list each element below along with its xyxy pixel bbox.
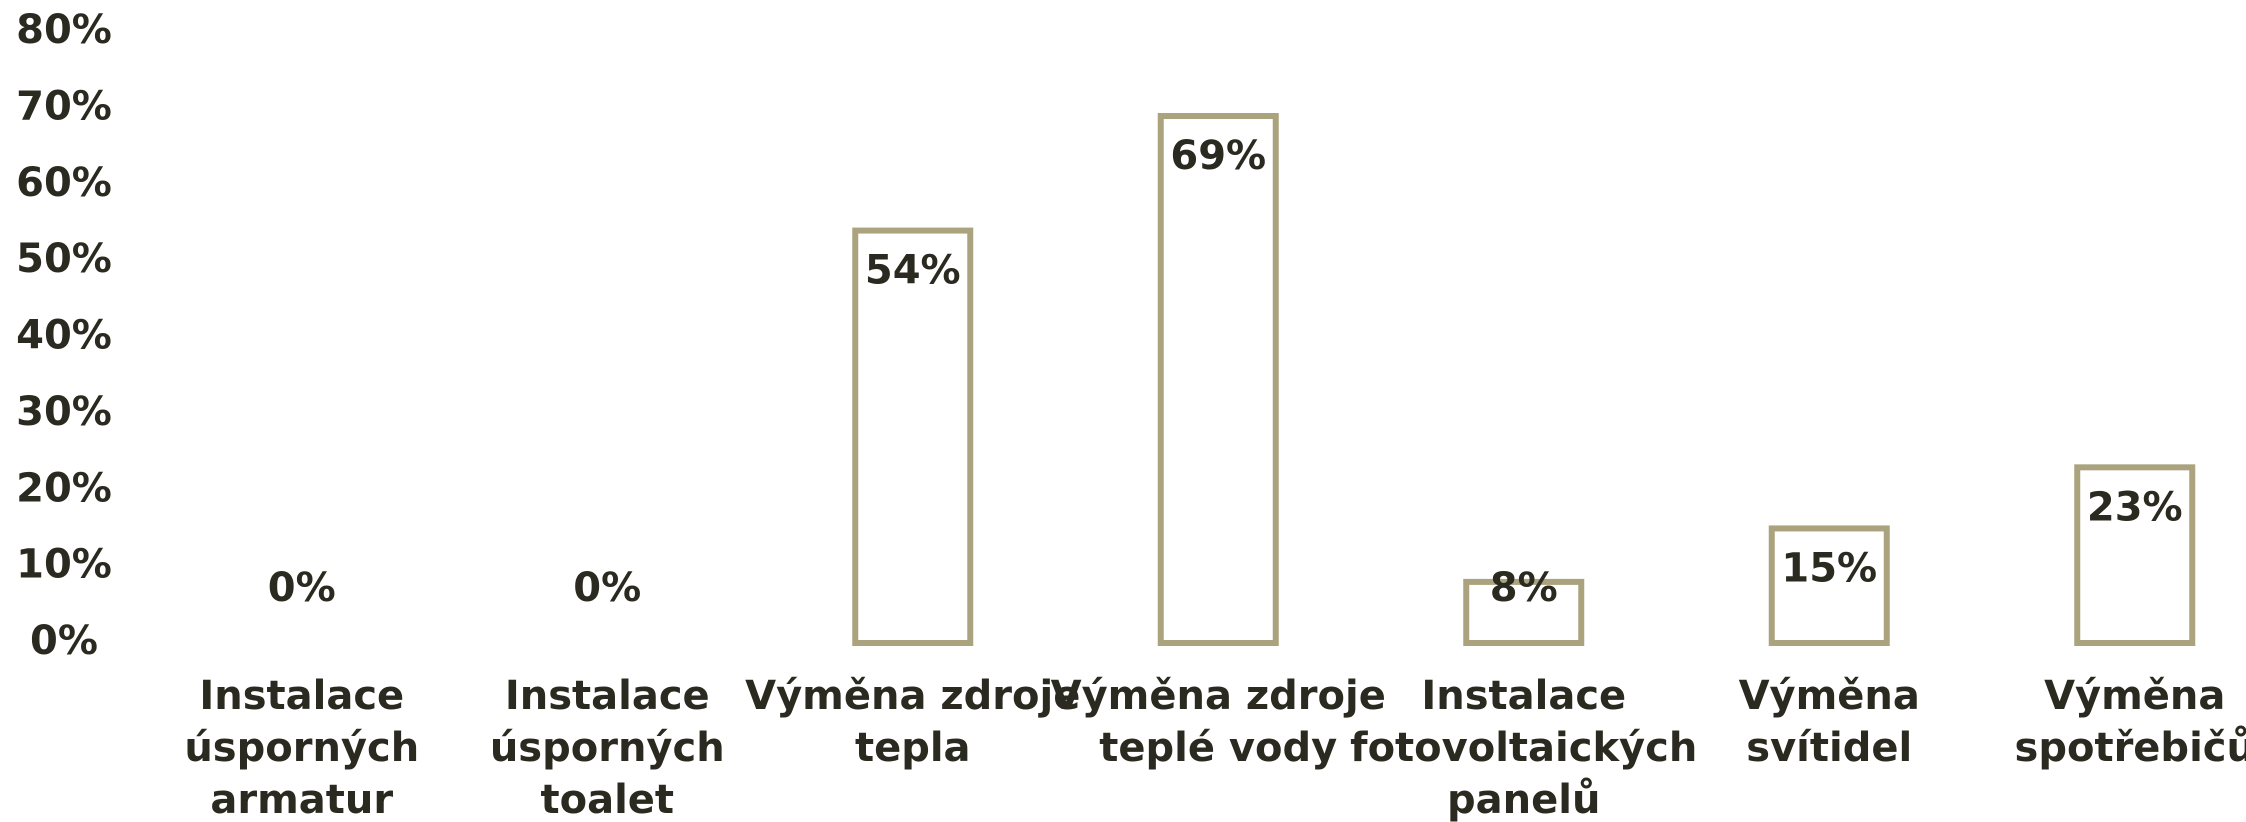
x-tick-label: Výměna zdroje [745, 673, 1080, 719]
data-label: 0% [573, 565, 641, 611]
y-tick-label: 0% [30, 618, 98, 664]
bar [852, 227, 974, 646]
y-tick-label: 30% [16, 389, 112, 435]
x-tick-label: úsporných [490, 725, 725, 771]
y-tick-label: 60% [16, 160, 112, 206]
bar [2074, 464, 2196, 646]
x-tick-label: teplé vody [1099, 725, 1337, 771]
bar [1157, 113, 1279, 646]
x-tick-label: panelů [1447, 776, 1600, 822]
y-tick-label: 50% [16, 236, 112, 282]
y-tick-label: 20% [16, 465, 112, 511]
x-tick-label: tepla [855, 725, 971, 771]
bar [1463, 578, 1585, 647]
x-tick-label: Výměna [2044, 673, 2225, 719]
data-label: 54% [865, 248, 961, 294]
x-tick-label: Výměna zdroje [1051, 673, 1386, 719]
x-tick-label: spotřebičů [2015, 724, 2246, 771]
data-label: 23% [2087, 484, 2183, 530]
data-label: 0% [268, 565, 336, 611]
x-tick-label: Výměna [1739, 673, 1920, 719]
x-tick-label: fotovoltaických [1350, 725, 1697, 771]
y-tick-label: 40% [16, 313, 112, 359]
x-tick-label: toalet [540, 777, 674, 822]
x-tick-label: úsporných [184, 725, 419, 771]
x-tick-label: armatur [210, 777, 393, 822]
x-tick-label: Instalace [199, 673, 404, 719]
y-tick-label: 70% [16, 83, 112, 129]
x-tick-label: Instalace [1421, 673, 1626, 719]
x-tick-label: Instalace [505, 673, 710, 719]
x-tick-label: svítidel [1746, 725, 1912, 771]
data-label: 69% [1170, 133, 1266, 179]
y-tick-label: 80% [16, 7, 112, 53]
bar [1768, 525, 1890, 646]
data-label: 8% [1490, 565, 1558, 611]
data-label: 15% [1781, 545, 1877, 591]
y-tick-label: 10% [16, 542, 112, 588]
